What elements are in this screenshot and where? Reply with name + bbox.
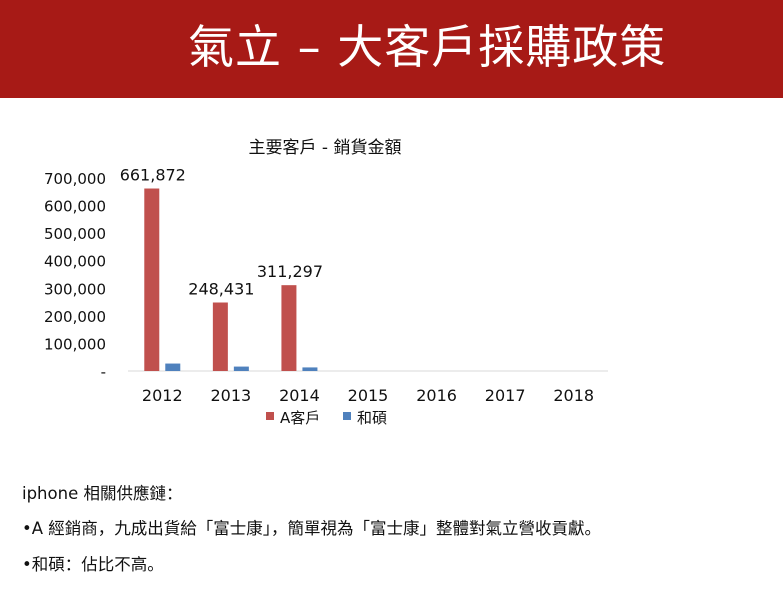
y-tick-label: 200,000 [44, 308, 106, 326]
bar-和碩-2012 [165, 363, 181, 371]
y-tick-label: - [101, 363, 106, 381]
note-line-pegatron: •和碩：佔比不高。 [22, 555, 164, 574]
y-tick-label: 500,000 [44, 225, 106, 243]
x-tick-label: 2017 [485, 386, 526, 405]
title-banner: 氣立 – 大客戶採購政策 [0, 0, 783, 98]
chart-title: 主要客戶 - 銷貨金額 [248, 138, 402, 158]
legend-label: 和碩 [357, 409, 387, 427]
note-line-distributor: •A 經銷商，九成出貨給「富士康」，簡單視為「富士康」整體對氣立營收貢獻。 [22, 519, 602, 538]
legend-swatch [343, 412, 351, 420]
bar-A客戶-2012 [144, 188, 160, 371]
page-title: 氣立 – 大客戶採購政策 [188, 20, 667, 74]
note-line-supply-chain: iphone 相關供應鏈： [22, 484, 183, 503]
x-tick-label: 2012 [142, 386, 183, 405]
data-label: 248,431 [188, 280, 254, 299]
legend-swatch [266, 412, 274, 420]
sales-bar-chart: 700,000 600,000 500,000 400,000 300,000 200,0… [44, 166, 608, 427]
data-label: 311,297 [257, 262, 323, 281]
y-tick-label: 700,000 [44, 170, 106, 188]
y-tick-label: 600,000 [44, 198, 106, 216]
x-tick-label: 2015 [348, 386, 389, 405]
bar-A客戶-2013 [212, 302, 228, 371]
data-label: 661,872 [120, 166, 186, 185]
x-tick-label: 2014 [279, 386, 320, 405]
y-tick-label: 100,000 [44, 335, 106, 353]
x-tick-label: 2013 [210, 386, 251, 405]
y-tick-label: 400,000 [44, 253, 106, 271]
x-tick-label: 2018 [553, 386, 594, 405]
bar-A客戶-2014 [281, 285, 297, 371]
legend-label: A客戶 [280, 409, 320, 427]
y-tick-label: 300,000 [44, 280, 106, 298]
bar-和碩-2014 [302, 367, 318, 371]
x-tick-label: 2016 [416, 386, 457, 405]
bar-和碩-2013 [233, 366, 249, 371]
